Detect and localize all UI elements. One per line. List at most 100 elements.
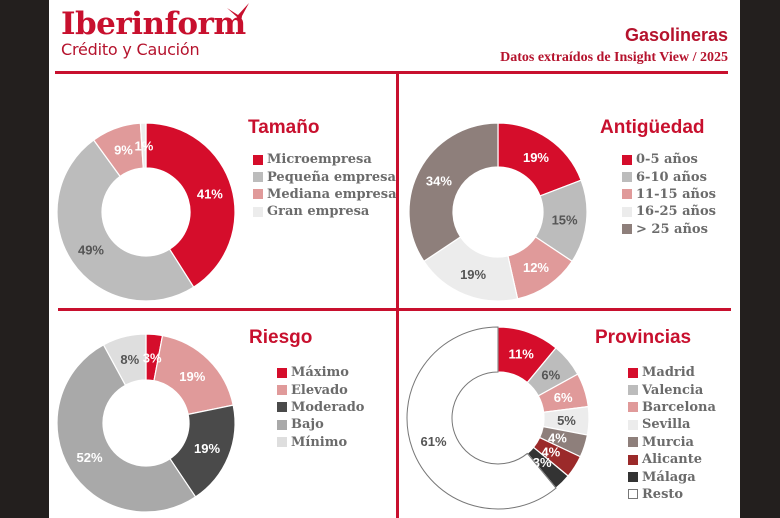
legend-item-murcia: Murcia: [628, 434, 716, 451]
legend-swatch: [622, 189, 632, 200]
slice-label-alicante: 4%: [541, 444, 560, 459]
chart-title-antiguedad: Antigüedad: [600, 117, 705, 138]
slice-label-minimo: 8%: [120, 352, 139, 367]
horizontal-divider: [58, 308, 731, 311]
legend-label: Barcelona: [642, 399, 716, 415]
slice-label-madrid: 11%: [509, 347, 535, 362]
infographic-page: Iberinform Crédito y Caución Gasolineras…: [49, 0, 740, 518]
donut-slice-bajo: [56, 343, 197, 513]
legend-item-elevado: Elevado: [277, 381, 364, 398]
donut-chart-riesgo: 3% 19% 19% 52% 8%: [56, 333, 236, 513]
slice-label-25-anos: 34%: [426, 173, 452, 188]
legend-item-resto: Resto: [628, 486, 716, 503]
legend-item-alicante: Alicante: [628, 451, 716, 468]
slice-label-maximo: 3%: [143, 350, 162, 365]
legend-swatch: [628, 385, 638, 396]
legend-swatch: [628, 367, 638, 378]
brand-subtitle: Crédito y Caución: [61, 40, 200, 59]
slice-label-gran-empresa: 1%: [135, 139, 154, 154]
slice-label-bajo: 52%: [77, 450, 103, 465]
legend-item-6-10-anos: 6-10 años: [622, 168, 716, 185]
slice-label-resto: 61%: [421, 434, 447, 449]
chart-title-riesgo: Riesgo: [249, 327, 313, 348]
slice-label-moderado: 19%: [194, 441, 220, 456]
brand-logo-text: Iberinform: [61, 6, 246, 42]
legend-label: 16-25 años: [636, 204, 716, 220]
legend-item-0-5-anos: 0-5 años: [622, 151, 716, 168]
slice-label-microempresa: 41%: [197, 186, 223, 201]
donut-charts-canvas: 41% 49% 9% 1% 19% 15% 12% 19% 34% 3% 19% 19% 52% 8%…: [56, 122, 590, 513]
donut-slice-pequena-empresa: [56, 139, 195, 302]
donut-chart-tamano: 41% 49% 9% 1%: [56, 122, 236, 302]
legend-item-maximo: Máximo: [277, 364, 364, 381]
legend-item-16-25-anos: 16-25 años: [622, 203, 716, 220]
slice-label-0-5-anos: 19%: [523, 150, 549, 165]
legend-item-gran-empresa: Gran empresa: [253, 203, 397, 220]
legend-label: Valencia: [642, 382, 704, 398]
legend-riesgo: Máximo Elevado Moderado Bajo Mínimo: [277, 364, 364, 451]
slice-label-sevilla: 5%: [557, 413, 576, 428]
legend-item-microempresa: Microempresa: [253, 151, 397, 168]
legend-swatch: [628, 489, 638, 500]
legend-item-moderado: Moderado: [277, 399, 364, 416]
legend-item-bajo: Bajo: [277, 416, 364, 433]
legend-label: Moderado: [291, 399, 365, 415]
legend-swatch: [277, 402, 287, 413]
slice-label-mediana-empresa: 9%: [114, 142, 133, 157]
legend-label: > 25 años: [636, 221, 708, 237]
legend-label: Málaga: [642, 469, 696, 485]
slice-label-barcelona: 6%: [554, 390, 573, 405]
legend-swatch: [277, 385, 287, 396]
legend-item-11-15-anos: 11-15 años: [622, 186, 716, 203]
legend-provincias: Madrid Valencia Barcelona Sevilla Murcia Alic…: [628, 364, 716, 503]
legend-swatch: [622, 224, 632, 235]
legend-item-madrid: Madrid: [628, 364, 716, 381]
legend-swatch: [253, 189, 263, 200]
legend-label: Bajo: [291, 417, 324, 433]
legend-swatch: [628, 419, 638, 430]
legend-label: Sevilla: [642, 417, 691, 433]
legend-label: Elevado: [291, 382, 348, 398]
header-divider: [55, 71, 728, 74]
donut-chart-provincias: 11%6%6%5%4%4%3%61%: [406, 326, 590, 510]
legend-label: 6-10 años: [636, 169, 707, 185]
slice-label-16-25-anos: 19%: [460, 267, 486, 282]
legend-label: Alicante: [642, 452, 703, 468]
slice-label-11-15-anos: 12%: [523, 260, 549, 275]
legend-item-pequena-empresa: Pequeña empresa: [253, 168, 397, 185]
slice-label-malaga: 3%: [533, 455, 552, 470]
legend-swatch: [622, 172, 632, 183]
legend-label: Pequeña empresa: [267, 169, 396, 185]
legend-label: Murcia: [642, 434, 694, 450]
page-subtitle: Datos extraídos de Insight View / 2025: [500, 50, 728, 65]
legend-item-valencia: Valencia: [628, 381, 716, 398]
donut-slice-25-anos: [408, 122, 499, 263]
legend-item-minimo: Mínimo: [277, 434, 364, 451]
legend-label: Madrid: [642, 365, 695, 381]
legend-swatch: [628, 437, 638, 448]
legend-swatch: [253, 172, 263, 183]
legend-item-sevilla: Sevilla: [628, 416, 716, 433]
legend-label: Resto: [642, 486, 684, 502]
slice-label-6-10-anos: 15%: [552, 212, 578, 227]
donut-chart-antiguedad: 19% 15% 12% 19% 34%: [408, 122, 588, 302]
slice-label-elevado: 19%: [179, 369, 205, 384]
legend-swatch: [628, 472, 638, 483]
chart-title-tamano: Tamaño: [248, 117, 320, 138]
legend-swatch: [628, 454, 638, 465]
legend-swatch: [622, 206, 632, 217]
donut-slice-microempresa: [145, 122, 236, 288]
legend-swatch: [253, 154, 263, 165]
legend-item-25-anos: > 25 años: [622, 221, 716, 238]
legend-item-malaga: Málaga: [628, 468, 716, 485]
legend-label: 11-15 años: [636, 186, 716, 202]
legend-label: Gran empresa: [267, 204, 370, 220]
donut-slice-resto: [406, 326, 557, 510]
legend-item-barcelona: Barcelona: [628, 399, 716, 416]
legend-tamano: Microempresa Pequeña empresa Mediana empre…: [253, 151, 397, 221]
chart-title-provincias: Provincias: [595, 327, 692, 348]
legend-label: Máximo: [291, 365, 349, 381]
donut-slice-minimo: [102, 333, 147, 387]
donut-slice-gran-empresa: [139, 122, 147, 169]
legend-item-mediana-empresa: Mediana empresa: [253, 186, 397, 203]
